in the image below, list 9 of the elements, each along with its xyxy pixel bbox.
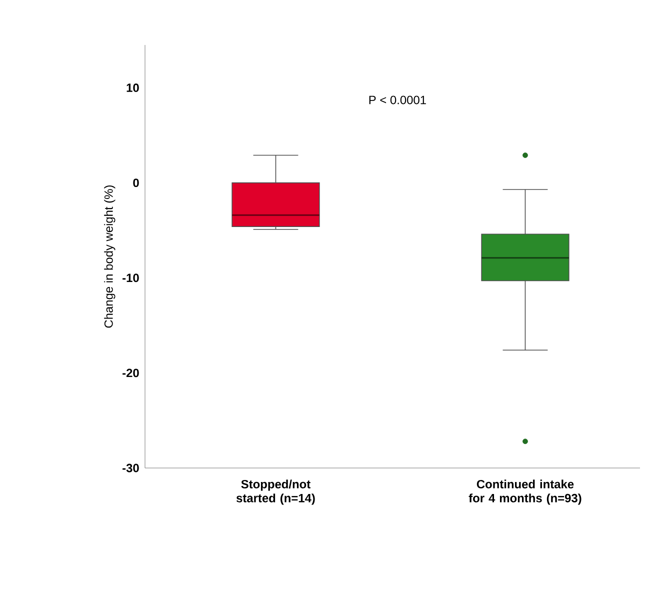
x-tick-label: Stopped/not started (n=14) — [236, 480, 315, 505]
y-tick-label: -30 — [122, 464, 139, 472]
y-tick-label: -20 — [122, 368, 139, 378]
y-axis-title: Change in body weight (%) — [104, 186, 116, 328]
y-tick-label: -10 — [122, 274, 139, 282]
y-tick-label: 10 — [126, 84, 139, 92]
y-tick-label: 0 — [133, 178, 139, 188]
x-tick-label: Continued intake for 4 months (n=93) — [468, 480, 582, 505]
annotation: P < 0.0001 — [369, 96, 426, 104]
